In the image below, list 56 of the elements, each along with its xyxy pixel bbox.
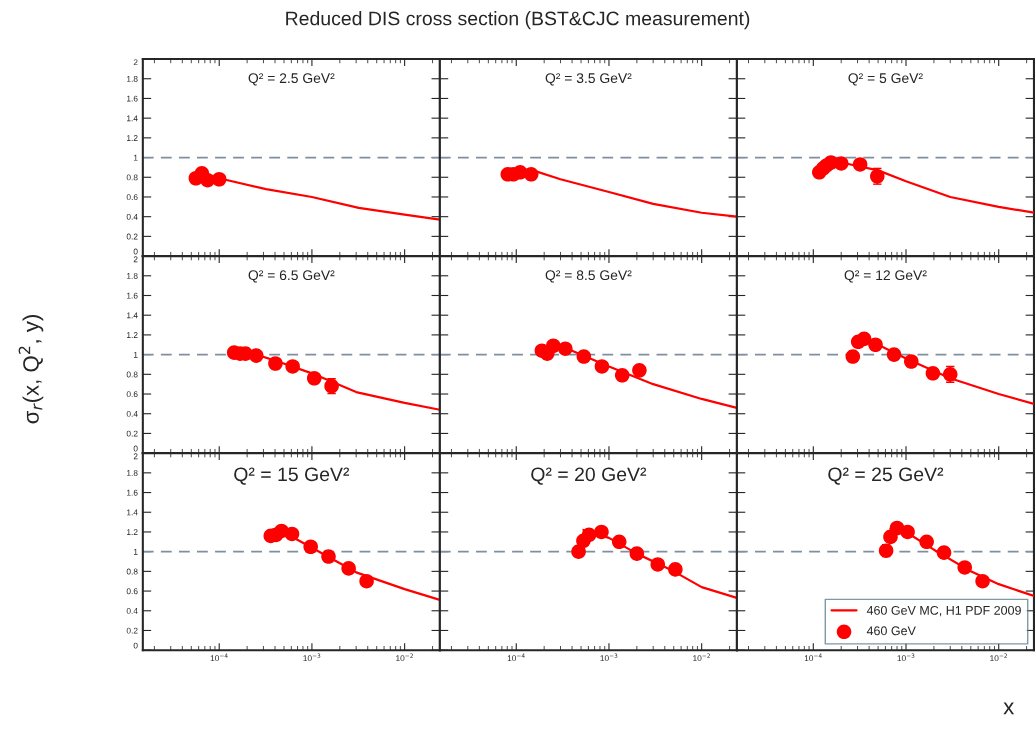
x-tick-label: 10$^{−2}$ xyxy=(693,653,710,662)
y-tick-label: 0.4 xyxy=(126,410,138,417)
annotation: Q² = 15 GeV² xyxy=(234,467,350,485)
y-tick-label: 2 xyxy=(133,59,138,66)
y-tick-label: 1.2 xyxy=(127,332,138,338)
x-tick-label: 10$^{−4}$ xyxy=(210,653,228,662)
annotation: Q² = 6.5 GeV² xyxy=(248,270,335,283)
y-tick-label: 0.2 xyxy=(126,627,138,634)
x-tick-label: 10$^{−2}$ xyxy=(990,653,1007,662)
y-tick-label: 0.6 xyxy=(126,588,138,595)
y-tick-label: 0 xyxy=(133,248,138,255)
y-tick-label: 0.8 xyxy=(126,371,138,378)
annotation: Q² = 5 GeV² xyxy=(848,73,923,86)
x-tick-label: 10$^{−4}$ xyxy=(507,653,525,662)
y-tick-label: 1.8 xyxy=(127,272,138,279)
y-tick-label: 0.4 xyxy=(126,213,138,220)
y-tick-label: 0.8 xyxy=(126,174,138,181)
y-tick-label: 0.2 xyxy=(126,430,138,437)
legend-label: 460 GeV MC, H1 PDF 2009 xyxy=(866,605,1021,617)
y-tick-label: 0.2 xyxy=(126,233,138,240)
annotation: Q² = 12 GeV² xyxy=(844,270,927,283)
y-tick-label: 0 xyxy=(133,445,138,452)
y-tick-label: 0.6 xyxy=(126,391,138,398)
y-tick-label: 1.2 xyxy=(127,135,138,141)
text: Reduced DIS cross section (BST&CJC measurement) xyxy=(286,11,750,30)
y-tick-label: 0.4 xyxy=(126,607,138,614)
y-tick-label: 1.4 xyxy=(127,312,138,319)
y-tick-label: 1.6 xyxy=(127,489,138,496)
y-tick-label: 0.6 xyxy=(126,194,138,201)
x-tick-label: 10$^{−3}$ xyxy=(600,653,618,662)
y-tick-label: 1.8 xyxy=(127,75,138,82)
y-tick-label: 2 xyxy=(133,256,138,263)
y-tick-label: 1.8 xyxy=(127,470,138,476)
y-tick-label: 1.4 xyxy=(127,115,138,122)
x-tick-label: 10$^{−3}$ xyxy=(303,653,321,662)
y-tick-label: 1.4 xyxy=(127,509,138,516)
y-tick-label: 1.2 xyxy=(127,529,138,535)
y-tick-label: 1.6 xyxy=(127,95,138,102)
y-tick-label: 0.8 xyxy=(126,568,138,575)
annotation: Q² = 8.5 GeV² xyxy=(545,270,632,283)
y-tick-label: 1 xyxy=(133,548,138,555)
x-tick-label: 10$^{−4}$ xyxy=(804,653,822,662)
x-tick-label: 10$^{−2}$ xyxy=(396,653,413,662)
y-axis-title: σ$_{r}$(x, Q$^{2}$, y) xyxy=(18,315,44,424)
annotation: Q² = 20 GeV² xyxy=(531,467,647,485)
x-axis-title: x xyxy=(1003,702,1015,715)
y-tick-label: 1 xyxy=(133,154,138,161)
annotation: Q² = 25 GeV² xyxy=(828,467,944,485)
legend-label: 460 GeV xyxy=(866,626,916,636)
annotation: Q² = 2.5 GeV² xyxy=(248,73,335,86)
y-tick-label: 2 xyxy=(133,453,138,460)
annotation: Q² = 3.5 GeV² xyxy=(545,73,632,86)
y-tick-label: 1 xyxy=(133,351,138,358)
y-tick-label: 1.6 xyxy=(127,292,138,299)
y-tick-label: 0 xyxy=(133,642,138,649)
x-tick-label: 10$^{−3}$ xyxy=(897,653,915,662)
